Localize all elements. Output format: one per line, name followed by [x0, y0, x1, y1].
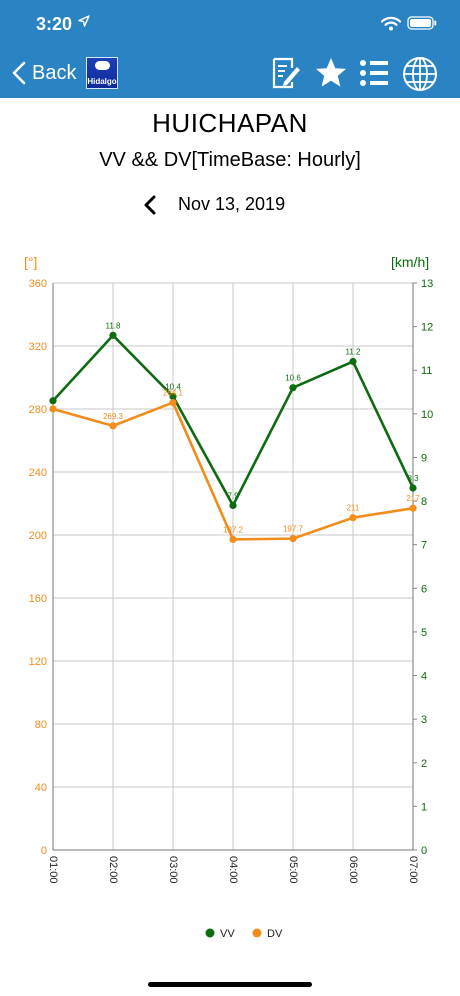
- left-tick-label: 0: [41, 845, 47, 857]
- chart-header: HUICHAPAN VV && DV[TimeBase: Hourly]: [0, 108, 460, 172]
- data-point-vv: [109, 331, 117, 339]
- right-tick-label: 2: [421, 758, 427, 770]
- right-tick-label: 8: [421, 496, 427, 508]
- right-tick-label: 4: [421, 671, 427, 683]
- x-tick-label: 07:00: [407, 856, 419, 884]
- right-tick-label: 11: [421, 365, 432, 377]
- wifi-icon: [381, 16, 401, 31]
- data-point-vv: [289, 384, 297, 392]
- x-tick-label: 06:00: [347, 856, 359, 884]
- date-label: Nov 13, 2019: [178, 194, 286, 214]
- left-tick-label: 40: [35, 782, 47, 794]
- data-point-dv: [49, 405, 57, 413]
- cloud-icon: [95, 61, 110, 70]
- left-tick-label: 160: [29, 593, 47, 605]
- left-tick-label: 360: [29, 278, 47, 290]
- logo-text: Hidalgo: [87, 77, 117, 86]
- list-icon[interactable]: [358, 56, 390, 90]
- data-point-vv: [409, 484, 417, 492]
- globe-icon[interactable]: [401, 56, 439, 92]
- data-point-vv: [49, 397, 57, 405]
- data-point-dv: [409, 504, 417, 512]
- x-tick-label: 05:00: [287, 856, 299, 884]
- back-label: Back: [32, 61, 77, 84]
- data-label-vv: 7.9: [227, 491, 239, 500]
- edit-note-icon[interactable]: [270, 56, 302, 90]
- data-point-vv: [169, 392, 177, 400]
- data-point-dv: [109, 422, 117, 430]
- data-point-dv: [289, 535, 297, 543]
- star-icon[interactable]: [314, 56, 348, 90]
- right-tick-label: 12: [421, 322, 433, 334]
- right-tick-label: 3: [421, 714, 427, 726]
- left-tick-label: 320: [29, 341, 47, 353]
- back-button[interactable]: Back: [12, 58, 76, 88]
- data-point-dv: [169, 398, 177, 407]
- left-axis-label: [°]: [24, 254, 37, 270]
- right-tick-label: 13: [421, 278, 433, 290]
- location-arrow-icon: [78, 15, 90, 27]
- data-label-dv: 284.1: [163, 389, 184, 398]
- legend-label-dv: DV: [267, 928, 283, 940]
- data-point-vv: [349, 357, 357, 366]
- right-tick-label: 1: [421, 801, 427, 813]
- battery-icon: [407, 16, 437, 30]
- right-tick-label: 10: [421, 409, 433, 421]
- right-tick-label: 7: [421, 540, 427, 552]
- previous-day-button[interactable]: [143, 195, 157, 215]
- x-tick-label: 04:00: [227, 856, 239, 884]
- data-label-dv: 211: [347, 504, 360, 513]
- data-label-vv: 8.3: [407, 474, 419, 483]
- right-tick-label: 0: [421, 845, 427, 857]
- date-navigator: Nov 13, 2019: [0, 192, 460, 218]
- top-bar: 3:20 Back Hidalgo: [0, 0, 460, 98]
- hidalgo-logo: Hidalgo: [86, 57, 118, 89]
- left-tick-label: 240: [29, 467, 47, 479]
- x-tick-label: 01:00: [47, 856, 59, 884]
- data-label-dv: 197.2: [223, 525, 244, 534]
- data-label-vv: 10.6: [285, 374, 301, 383]
- left-tick-label: 120: [29, 656, 47, 668]
- home-indicator: [148, 982, 312, 987]
- data-label-dv: 197.7: [283, 525, 304, 534]
- data-label-vv: 10.4: [165, 382, 181, 391]
- right-axis-label: [km/h]: [391, 254, 429, 270]
- data-point-vv: [229, 501, 237, 510]
- data-label-dv: 269.3: [103, 412, 124, 421]
- legend-label-vv: VV: [220, 928, 235, 940]
- chart-subtitle: VV && DV[TimeBase: Hourly]: [99, 149, 361, 171]
- legend-marker-vv: [205, 928, 215, 938]
- data-label-vv: 11.8: [106, 321, 122, 330]
- data-label-vv: 11.2: [346, 348, 362, 357]
- right-tick-label: 9: [421, 452, 427, 464]
- left-tick-label: 200: [29, 530, 47, 542]
- left-tick-label: 280: [29, 404, 47, 416]
- right-tick-label: 6: [421, 583, 427, 595]
- left-tick-label: 80: [35, 719, 47, 731]
- chevron-left-icon: [12, 61, 26, 85]
- status-time: 3:20: [36, 14, 73, 34]
- x-tick-label: 03:00: [167, 856, 179, 884]
- legend-marker-dv: [252, 928, 262, 938]
- data-label-dv: 217: [406, 494, 420, 503]
- station-title: HUICHAPAN: [152, 108, 308, 138]
- right-tick-label: 5: [421, 627, 427, 639]
- x-tick-label: 02:00: [107, 856, 119, 884]
- data-point-dv: [349, 514, 357, 522]
- data-point-dv: [229, 535, 237, 544]
- wind-chart: 0408012016020024028032036001234567891011…: [24, 254, 433, 940]
